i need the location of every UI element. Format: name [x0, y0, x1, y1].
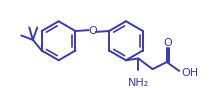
Text: O: O	[163, 38, 172, 48]
Text: O: O	[88, 26, 97, 36]
Text: OH: OH	[182, 68, 199, 78]
Text: NH₂: NH₂	[128, 78, 149, 88]
